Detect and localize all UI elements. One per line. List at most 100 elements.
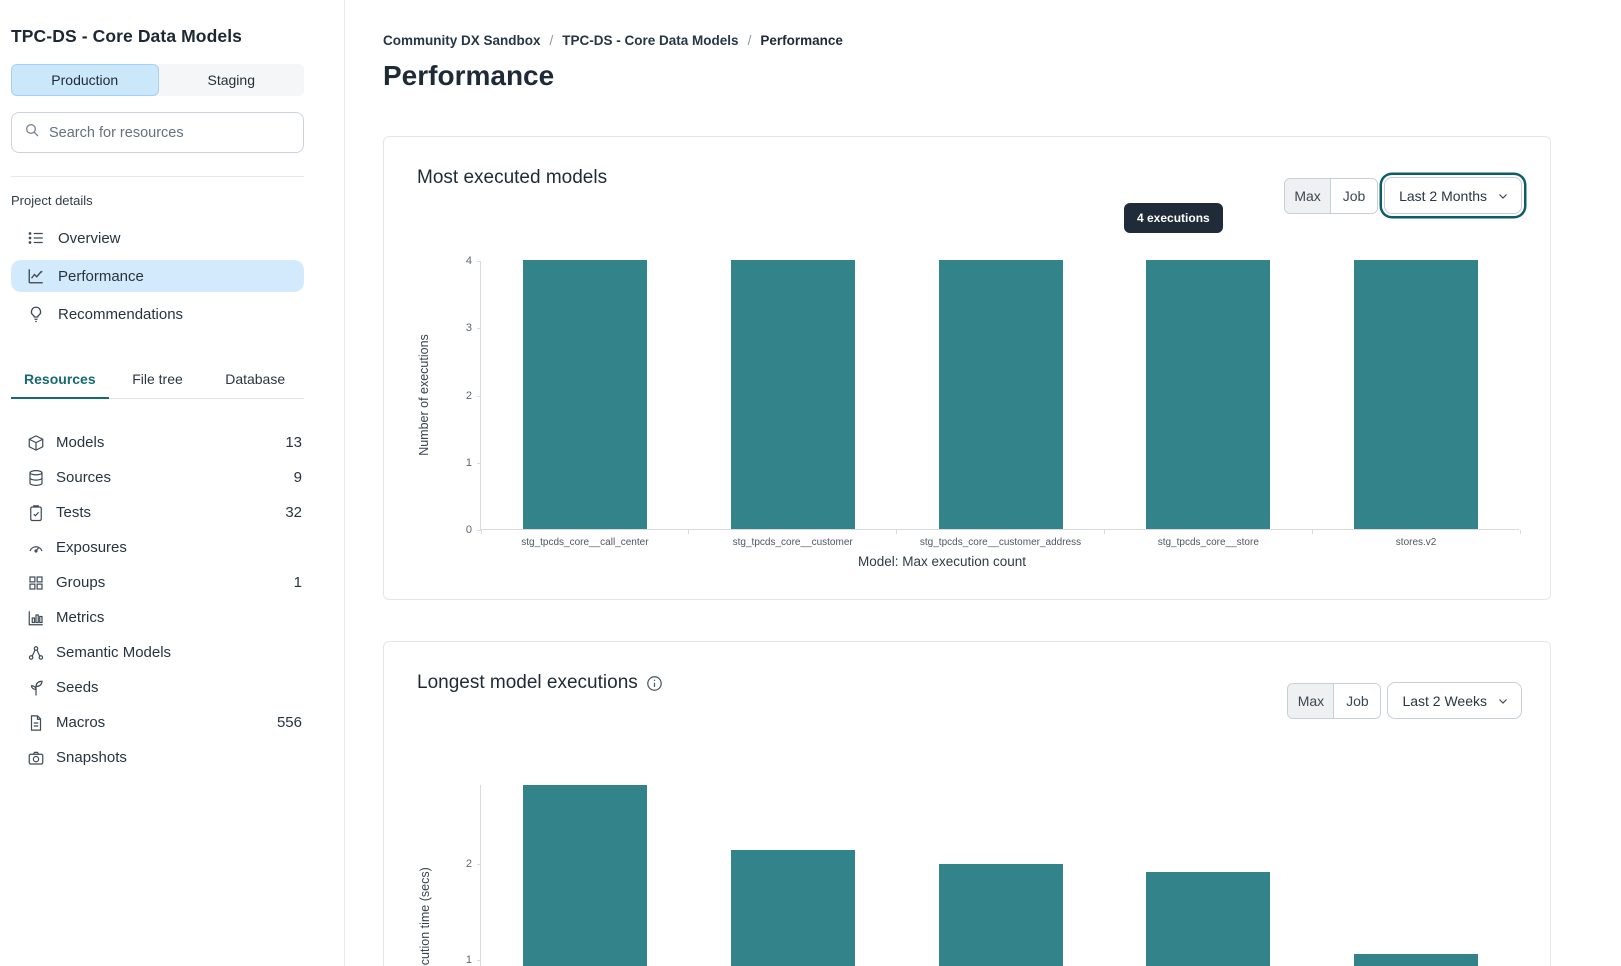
tab-file-tree[interactable]: File tree (132, 371, 183, 387)
bar[interactable] (1354, 954, 1479, 966)
bar[interactable] (730, 850, 855, 966)
x-tick-label: stg_tpcds_core__customer (732, 537, 853, 548)
resource-list: Models 13 Sources 9 Tests 32 (11, 425, 304, 775)
x-tick-label: stg_tpcds_core__customer_address (919, 537, 1082, 548)
project-title: TPC-DS - Core Data Models (11, 26, 242, 46)
tab-resources[interactable]: Resources (11, 362, 109, 399)
tab-database[interactable]: Database (225, 371, 286, 387)
resource-row-semantic-models[interactable]: Semantic Models (11, 635, 304, 670)
project-details-nav: Overview Performance Recommendations (11, 222, 304, 330)
lightbulb-icon (27, 305, 45, 323)
gauge-icon (27, 539, 45, 557)
chart-title: Most executed models (417, 167, 608, 188)
date-range-dropdown[interactable]: Last 2 Weeks (1387, 682, 1522, 719)
resource-search[interactable] (11, 112, 304, 153)
resource-row-groups[interactable]: Groups 1 (11, 565, 304, 600)
resource-row-tests[interactable]: Tests 32 (11, 495, 304, 530)
max-job-toggle: Max Job (1284, 177, 1379, 214)
bar[interactable] (1146, 260, 1271, 529)
cube-icon (27, 434, 45, 452)
y-tick-mark (477, 530, 481, 531)
resource-row-models[interactable]: Models 13 (11, 425, 304, 460)
resource-label: Metrics (56, 609, 105, 626)
x-tick-mark (1103, 530, 1105, 534)
y-tick-label: 2 (465, 857, 472, 870)
info-icon[interactable] (646, 675, 663, 692)
bar[interactable] (938, 863, 1063, 966)
x-tick-mark (480, 530, 482, 534)
resource-label: Tests (56, 504, 92, 521)
bar-chart-icon (27, 609, 45, 627)
sidebar-item-recommendations[interactable]: Recommendations (11, 298, 304, 330)
resource-count: 32 (285, 504, 302, 521)
bar[interactable] (522, 785, 647, 966)
sidebar-item-label: Overview (58, 229, 121, 247)
bar[interactable] (730, 260, 855, 529)
date-range-dropdown[interactable]: Last 2 Months (1384, 177, 1522, 214)
grid-icon (27, 574, 45, 592)
resource-row-sources[interactable]: Sources 9 (11, 460, 304, 495)
y-tick-label: 3 (465, 322, 472, 335)
main-content: Community DX Sandbox / TPC-DS - Core Dat… (346, 0, 1621, 966)
x-tick-mark (688, 530, 690, 534)
semantic-graph-icon (27, 644, 45, 662)
y-tick-label: 2 (465, 389, 472, 402)
sidebar-item-performance[interactable]: Performance (11, 260, 304, 292)
database-icon (27, 469, 45, 487)
y-tick-mark (477, 959, 481, 961)
resource-row-snapshots[interactable]: Snapshots (11, 740, 304, 775)
breadcrumb: Community DX Sandbox / TPC-DS - Core Dat… (383, 33, 843, 48)
y-axis-title: Number of executions (417, 334, 431, 456)
y-axis-title: Execution time (secs) (418, 867, 432, 966)
chart-tooltip: 4 executions (1124, 203, 1223, 233)
environment-toggle: Production Staging (11, 64, 304, 96)
resource-row-exposures[interactable]: Exposures (11, 530, 304, 565)
x-tick-label: stores.v2 (1395, 537, 1437, 548)
list-icon (27, 229, 45, 247)
y-tick-mark (477, 328, 481, 330)
x-tick-label: stg_tpcds_core__call_center (521, 537, 649, 548)
resource-row-macros[interactable]: Macros 556 (11, 705, 304, 740)
longest-model-executions-card: Longest model executions Max Job Last 2 … (383, 641, 1551, 966)
max-button[interactable]: Max (1285, 178, 1332, 213)
resource-label: Exposures (56, 539, 127, 556)
bar[interactable] (522, 260, 647, 529)
resource-row-seeds[interactable]: Seeds (11, 670, 304, 705)
page-title: Performance (383, 60, 555, 91)
breadcrumb-project[interactable]: TPC-DS - Core Data Models (562, 33, 739, 48)
search-icon (24, 122, 40, 143)
date-range-value: Last 2 Months (1399, 187, 1487, 204)
bar[interactable] (1146, 872, 1271, 966)
document-icon (27, 714, 45, 732)
chart-title: Longest model executions (417, 672, 638, 693)
resource-count: 9 (293, 469, 302, 486)
chart-controls: Max Job Last 2 Weeks (1287, 682, 1522, 719)
breadcrumb-account[interactable]: Community DX Sandbox (383, 33, 541, 48)
env-tab-production[interactable]: Production (11, 64, 159, 96)
resource-count: 1 (293, 574, 302, 591)
env-tab-staging[interactable]: Staging (207, 72, 255, 88)
resource-label: Sources (56, 469, 112, 486)
bar[interactable] (938, 260, 1063, 529)
y-tick-mark (477, 395, 481, 397)
resource-label: Snapshots (56, 749, 127, 766)
max-button[interactable]: Max (1288, 683, 1335, 718)
job-button[interactable]: Job (1334, 683, 1381, 718)
seedling-icon (27, 679, 45, 697)
x-tick-mark (1519, 530, 1521, 534)
breadcrumb-separator: / (747, 33, 752, 48)
resource-label: Models (56, 434, 105, 451)
resource-label: Seeds (56, 679, 99, 696)
job-button[interactable]: Job (1331, 178, 1378, 213)
sidebar-item-overview[interactable]: Overview (11, 222, 304, 254)
resource-count: 13 (285, 434, 302, 451)
search-input[interactable] (49, 124, 291, 141)
chart-line-icon (27, 267, 45, 285)
sidebar: TPC-DS - Core Data Models Production Sta… (0, 0, 345, 966)
resource-row-metrics[interactable]: Metrics (11, 600, 304, 635)
breadcrumb-current: Performance (760, 33, 843, 48)
y-tick-label: 4 (465, 255, 472, 267)
clipboard-check-icon (27, 504, 45, 522)
bar[interactable] (1354, 260, 1479, 529)
